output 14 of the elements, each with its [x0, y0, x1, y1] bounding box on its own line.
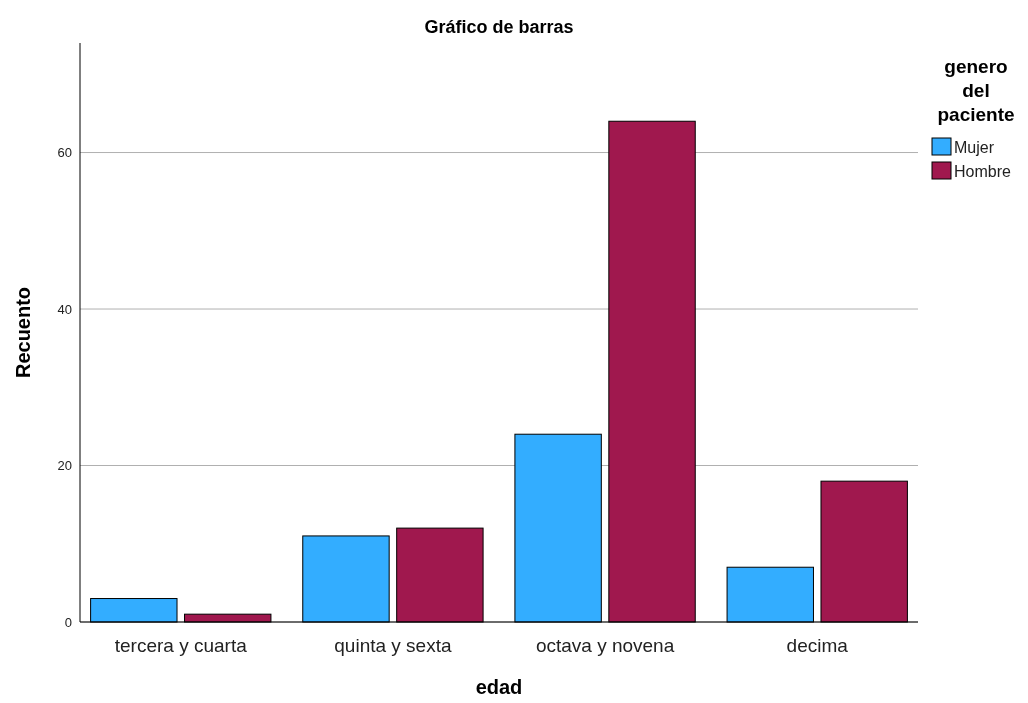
legend-title: genero del paciente	[937, 56, 1015, 125]
y-tick-label: 0	[64, 614, 72, 630]
x-tick-label: octava y novena	[535, 635, 675, 656]
y-tick-label: 20	[57, 458, 72, 474]
chart-title: Gráfico de barras	[424, 17, 574, 37]
x-tick-label: tercera y cuarta	[114, 635, 248, 656]
legend-label: Hombre	[954, 162, 1012, 180]
x-axis-title: edad	[475, 676, 523, 698]
y-axis-title: Recuento	[12, 286, 34, 379]
legend-label: Mujer	[954, 138, 995, 156]
x-tick-label: quinta y sexta	[334, 635, 452, 656]
x-tick-label: decima	[786, 635, 849, 656]
y-tick-label: 60	[57, 145, 72, 161]
y-tick-label: 40	[57, 301, 72, 317]
